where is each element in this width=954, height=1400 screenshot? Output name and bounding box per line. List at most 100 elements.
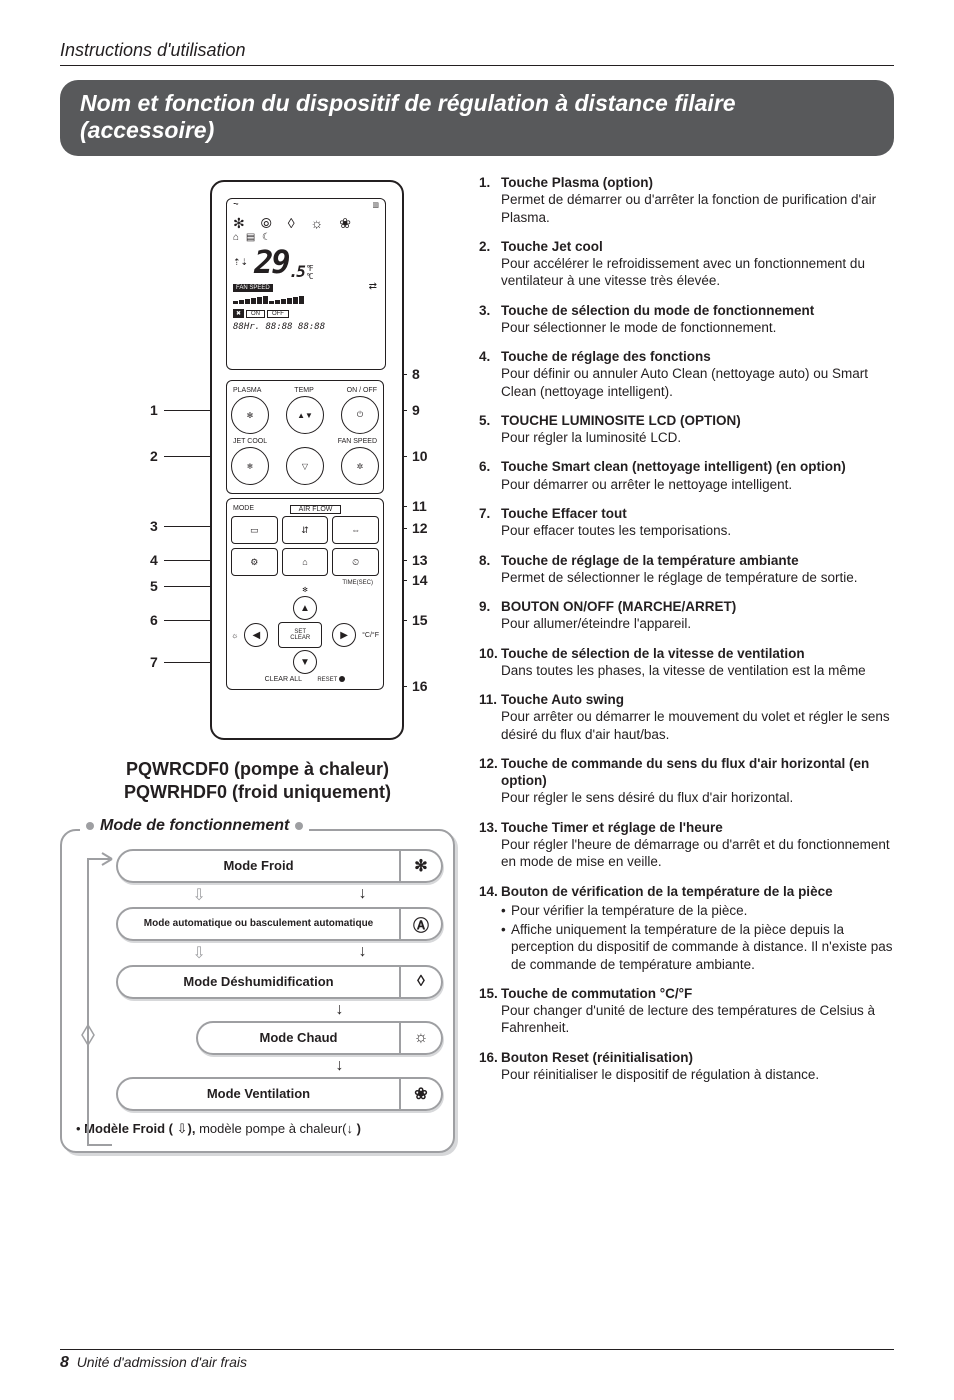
item-number: 9. [479,598,490,615]
reset-button[interactable] [339,676,345,682]
item-title: Touche de commande du sens du flux d'air… [501,756,869,788]
mode-ventil: Mode Ventilation ❀ [116,1077,443,1111]
nav-up-button[interactable]: ▲ [293,596,317,620]
leader-8: 8 [412,366,420,382]
leader-11: 11 [412,498,427,514]
function-item: 2.Touche Jet coolPour accélérer le refro… [479,238,894,290]
item-number: 8. [479,552,490,569]
mode-auto: Mode automatique ou basculement automati… [116,907,443,941]
page-footer: 8 Unité d'admission d'air frais [60,1349,894,1372]
airflow-ud-button[interactable]: ⇵ [282,516,329,544]
upper-button-panel: PLASMA TEMP ON / OFF ✻ ▲▼ ⏻ JET COOL [226,380,384,494]
set-clear-button[interactable]: SETCLEAR [278,622,322,648]
temp-button[interactable]: ▲▼ [286,396,324,434]
item-sub: Affiche uniquement la température de la … [501,921,894,973]
on-pill: ON [246,310,265,318]
mode-footnote: • Modèle Froid ( ⇩), modèle pompe à chal… [72,1121,443,1137]
leader-9: 9 [412,402,420,418]
item-desc: Pour arrêter ou démarrer le mouvement du… [501,708,894,743]
item-title: Touche de réglage des fonctions [501,349,711,364]
mode-chaud: Mode Chaud ☼ [196,1021,443,1055]
function-item: 9.BOUTON ON/OFF (MARCHE/ARRET)Pour allum… [479,598,894,633]
fan-icon: ❀ [399,1079,441,1109]
leader-6: 6 [150,612,158,628]
plasma-button[interactable]: ✻ [231,396,269,434]
swap-icon: ⇄ [369,281,377,292]
nav-down-button[interactable]: ▼ [293,650,317,674]
leader-14: 14 [412,572,428,588]
page-header: Instructions d'utilisation [60,40,894,61]
function-item: 5.TOUCHE LUMINOSITE LCD (OPTION)Pour rég… [479,412,894,447]
fanspeed-button[interactable]: ✲ [341,447,379,485]
top-rule [60,65,894,66]
light-icon: ☼ [231,631,238,640]
item-title: Touche de sélection de la vitesse de ven… [501,646,805,661]
item-number: 12. [479,755,498,772]
item-number: 10. [479,645,498,662]
onoff-label: ON / OFF [347,387,377,394]
item-desc: Pour définir ou annuler Auto Clean (nett… [501,365,894,400]
function-item: 12.Touche de commande du sens du flux d'… [479,755,894,807]
auto-icon: Ⓐ [399,909,441,939]
down-arrow-icon: ⇩ [192,943,205,963]
lower-button-panel: MODE AIR FLOW ▭ ⇵ ⇔ ⚙ ⌂ ⏲ [226,498,384,690]
leader-5: 5 [150,578,158,594]
item-number: 11. [479,691,497,708]
nav-left-button[interactable]: ◀ [244,623,268,647]
temp-label: TEMP [294,387,313,394]
footer-title: Unité d'admission d'air frais [77,1354,247,1370]
power-button[interactable]: ⏻ [341,396,379,434]
roomtemp-button[interactable]: ⌂ [282,548,329,576]
function-item: 1.Touche Plasma (option)Permet de démarr… [479,174,894,226]
down-arrow-icon: ↓ [216,1057,344,1075]
function-button[interactable]: ⚙ [231,548,278,576]
airflow-lr-button[interactable]: ⇔ [332,516,379,544]
function-list: 1.Touche Plasma (option)Permet de démarr… [479,174,894,1153]
item-desc: Pour changer d'unité de lecture des temp… [501,1002,894,1037]
flow-bracket [72,845,116,1165]
item-number: 16. [479,1049,498,1066]
mode-diagram: Mode de fonctionnement Mode Froid ✻ ⇩↓ M… [60,829,455,1153]
item-number: 4. [479,348,490,365]
leader-4: 4 [150,552,158,568]
jetcool-button[interactable]: ❄ [231,447,269,485]
mode-froid: Mode Froid ✻ [116,849,443,883]
fan-bars [227,292,385,306]
item-number: 1. [479,174,490,191]
mode-deshum: Mode Déshumidification ◊ [116,965,443,999]
item-title: Touche Auto swing [501,692,624,707]
mode-icons-row: ✻ ⦾ ◊ ☼ ❀ [227,211,385,232]
item-title: Touche Jet cool [501,239,603,254]
function-item: 6. Touche Smart clean (nettoyage intellig… [479,458,894,493]
mode-button[interactable]: ▭ [231,516,278,544]
function-item: 8.Touche de réglage de la température am… [479,552,894,587]
temp-display: 29.5 °F°C [248,243,317,281]
leader-15: 15 [412,612,428,628]
leader-13: 13 [412,552,428,568]
item-title: Touche Plasma (option) [501,175,653,190]
updown-icon: ⇡⇣ [227,257,248,268]
nav-right-button[interactable]: ▶ [332,623,356,647]
item-number: 3. [479,302,490,319]
down-arrow-icon: ⇩ [192,885,205,905]
tempdown-button[interactable]: ▽ [286,447,324,485]
item-number: 6. [479,458,490,475]
function-item: 3.Touche de sélection du mode de fonctio… [479,302,894,337]
mode-legend: Mode de fonctionnement [80,817,309,835]
remote-lcd: ⏦▥ ✻ ⦾ ◊ ☼ ❀ ⌂ ▤ ☾ ⇡⇣ 29.5 °F°C FAN SPEE… [226,198,386,370]
item-sub: Pour vérifier la température de la pièce… [501,902,894,919]
item-desc: Pour sélectionner le mode de fonctionnem… [501,319,894,336]
model-subtitle: PQWRCDF0 (pompe à chaleur) PQWRHDF0 (fro… [60,758,455,805]
function-item: 13.Touche Timer et réglage de l'heurePou… [479,819,894,871]
item-desc: Pour effacer toutes les temporisations. [501,522,894,539]
leader-3: 3 [150,518,158,534]
item-title: Touche Smart clean (nettoyage intelligen… [501,459,846,474]
item-title: Touche Effacer tout [501,506,627,521]
plasma-label: PLASMA [233,387,261,394]
item-desc: Pour accélérer le refroidissement avec u… [501,255,894,290]
down-arrow-icon: ↓ [216,1001,344,1019]
function-item: 14.Bouton de vérification de la températ… [479,883,894,973]
item-number: 15. [479,985,498,1002]
function-item: 11. Touche Auto swingPour arrêter ou déma… [479,691,894,743]
timer-button[interactable]: ⏲ [332,548,379,576]
